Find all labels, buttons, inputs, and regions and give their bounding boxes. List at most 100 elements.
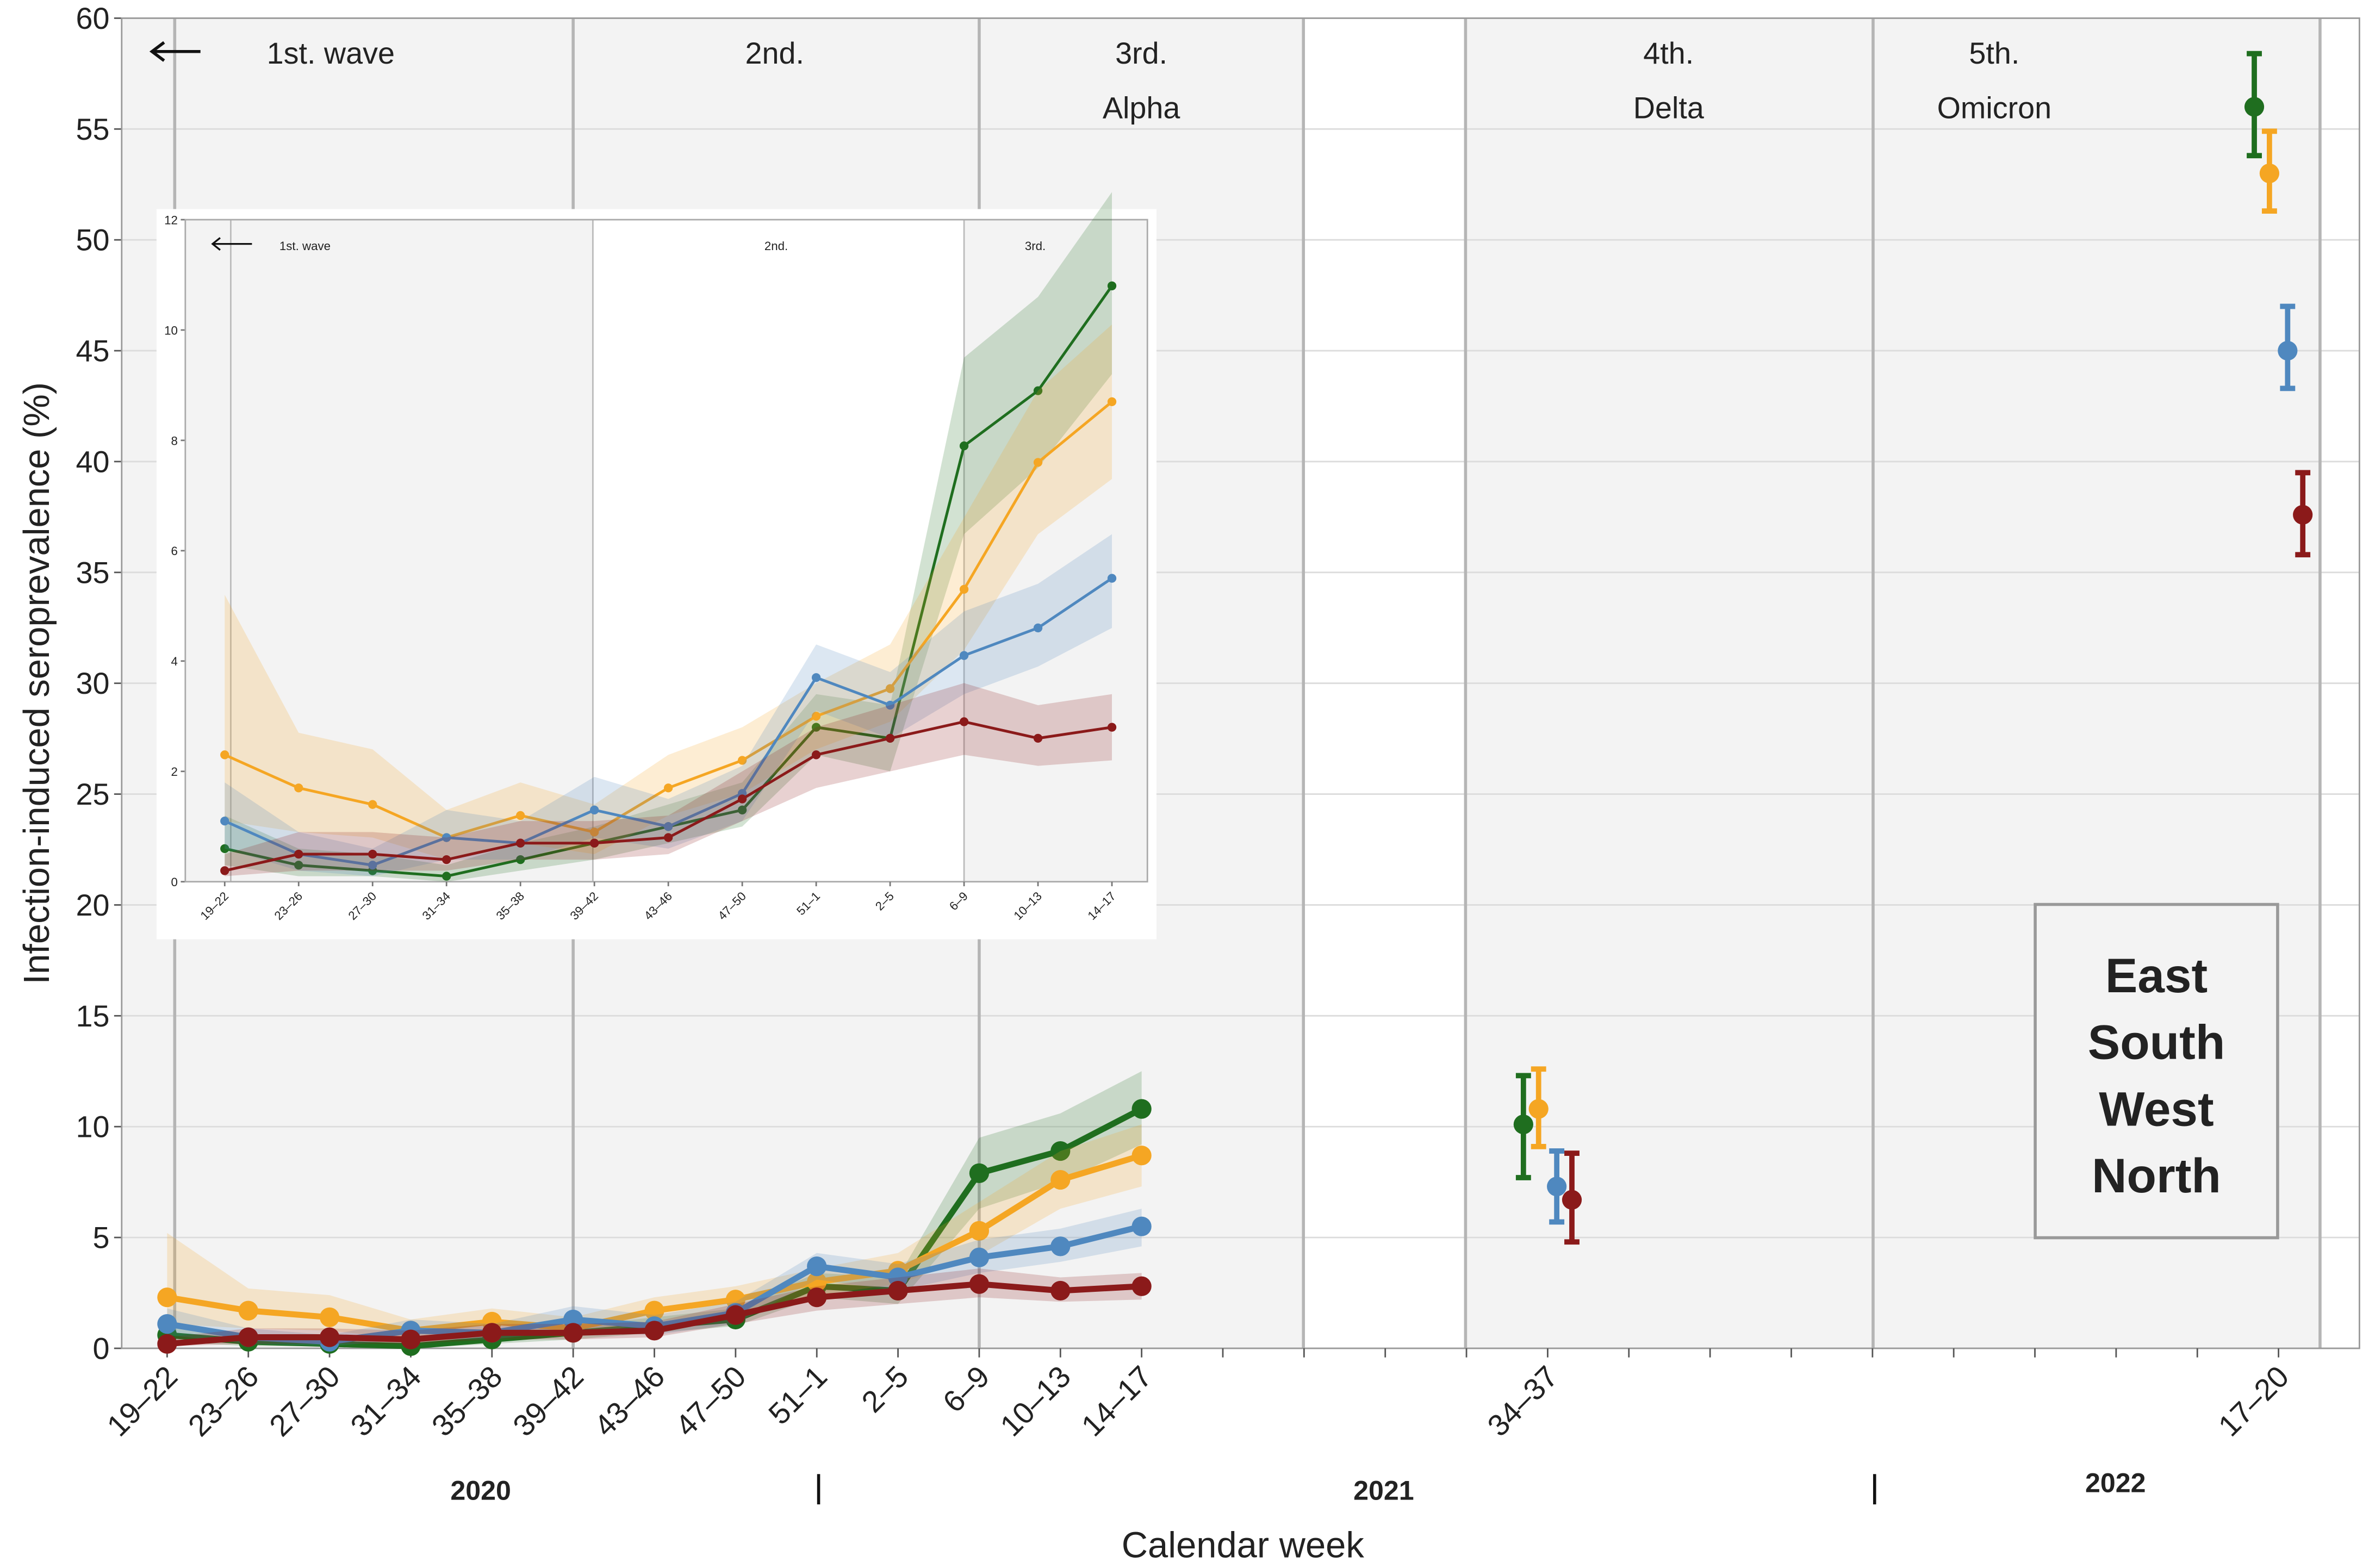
x-tick-label: 31–34 [344, 1359, 427, 1442]
legend-entry: South [2088, 1015, 2225, 1069]
confidence-band [167, 1124, 1142, 1340]
data-point [319, 1307, 340, 1327]
data-point [482, 1323, 502, 1343]
data-point [2278, 340, 2298, 361]
data-point [1033, 623, 1043, 633]
data-point [368, 800, 377, 809]
y-tick-label: 60 [76, 2, 110, 35]
x-tick-label: 23–26 [182, 1359, 265, 1442]
data-point [737, 794, 747, 804]
inset-y-tick-label: 2 [171, 765, 177, 779]
data-point [1033, 386, 1043, 395]
legend-entry: West [2099, 1081, 2213, 1136]
x-tick-label: 43–46 [588, 1359, 671, 1442]
data-point [811, 750, 821, 760]
x-axis-label: Calendar week [1122, 1525, 1365, 1565]
data-point [238, 1327, 258, 1347]
y-tick-label: 10 [76, 1110, 110, 1144]
wave-variant: Alpha [1103, 91, 1180, 125]
wave-label: 3rd. [1115, 36, 1167, 70]
data-point [516, 811, 525, 820]
data-point [663, 822, 673, 831]
y-tick-label: 15 [76, 999, 110, 1033]
legend-box [2034, 903, 2279, 1240]
year-label: 2021 [1353, 1476, 1414, 1506]
data-point [319, 1327, 340, 1347]
data-point [959, 584, 969, 594]
y-tick-label: 25 [76, 777, 110, 811]
wave-label: 2nd. [745, 36, 804, 70]
data-point [888, 1280, 908, 1301]
data-point [157, 1314, 177, 1334]
data-point [294, 783, 303, 793]
y-tick-label: 0 [92, 1331, 109, 1365]
data-point [811, 712, 821, 721]
data-point [442, 833, 451, 842]
x-tick-label: 47–50 [669, 1359, 752, 1442]
data-point [959, 651, 969, 660]
x-tick-label: 2–5 [855, 1359, 915, 1419]
y-tick-label: 35 [76, 556, 110, 589]
data-point [220, 750, 229, 760]
data-point [663, 833, 673, 842]
data-point [2293, 505, 2313, 525]
data-point [1131, 1216, 1152, 1236]
arrow [149, 41, 201, 62]
inset-shade [964, 220, 1148, 882]
y-tick-label: 5 [92, 1221, 109, 1255]
year-label: 2022 [2085, 1468, 2146, 1498]
data-point [294, 861, 303, 870]
legend-entry: East [2105, 948, 2208, 1003]
data-point [807, 1287, 827, 1308]
confidence-band [225, 683, 1112, 876]
data-point [959, 441, 969, 451]
inset-y-tick-label: 0 [171, 875, 177, 889]
x-tick-label: 39–42 [507, 1359, 590, 1442]
inset-frame [184, 219, 1148, 883]
data-point [1131, 1099, 1152, 1119]
data-point [1513, 1115, 1533, 1135]
data-point [1131, 1276, 1152, 1296]
data-point [157, 1287, 177, 1308]
data-point [590, 805, 599, 814]
x-tick-label: 34–37 [1481, 1359, 1564, 1442]
data-point [590, 838, 599, 848]
data-point [1050, 1169, 1071, 1190]
wave-variant: Delta [1633, 91, 1704, 125]
data-point [1050, 1236, 1071, 1256]
data-point [1131, 1146, 1152, 1166]
data-point [368, 849, 377, 859]
legend-entry: North [2092, 1148, 2221, 1203]
data-point [969, 1247, 990, 1267]
plot-frame [121, 17, 2360, 1349]
data-point [807, 1256, 827, 1277]
confidence-band [225, 534, 1112, 876]
data-point [220, 816, 229, 826]
data-point [1107, 281, 1117, 290]
inset-y-tick-label: 8 [171, 434, 177, 447]
y-tick-label: 20 [76, 888, 110, 922]
inset-wave-label: 1st. wave [279, 239, 331, 253]
data-point [969, 1163, 990, 1183]
confidence-band [225, 324, 1112, 860]
x-tick-label: 51–1 [762, 1359, 834, 1430]
year-label: 2020 [450, 1476, 511, 1506]
x-tick-label: 19–22 [101, 1359, 184, 1442]
data-point [238, 1301, 258, 1321]
inset-shade [185, 220, 593, 882]
inset-series-group [220, 192, 1117, 882]
data-point [1033, 733, 1043, 743]
data-point [1107, 397, 1117, 407]
x-tick-label: 35–38 [425, 1359, 508, 1442]
inset-wave-label: 2nd. [764, 239, 788, 253]
wave-variant: Omicron [1937, 91, 2052, 125]
y-axis-label: Infection-induced seroprevalence (%) [16, 382, 57, 985]
y-tick-label: 30 [76, 667, 110, 700]
data-point [663, 783, 673, 793]
data-point [442, 855, 451, 864]
data-point [885, 684, 895, 693]
wave-label: 1st. wave [267, 36, 395, 70]
x-tick-label: 27–30 [263, 1359, 346, 1442]
data-point [220, 844, 229, 853]
